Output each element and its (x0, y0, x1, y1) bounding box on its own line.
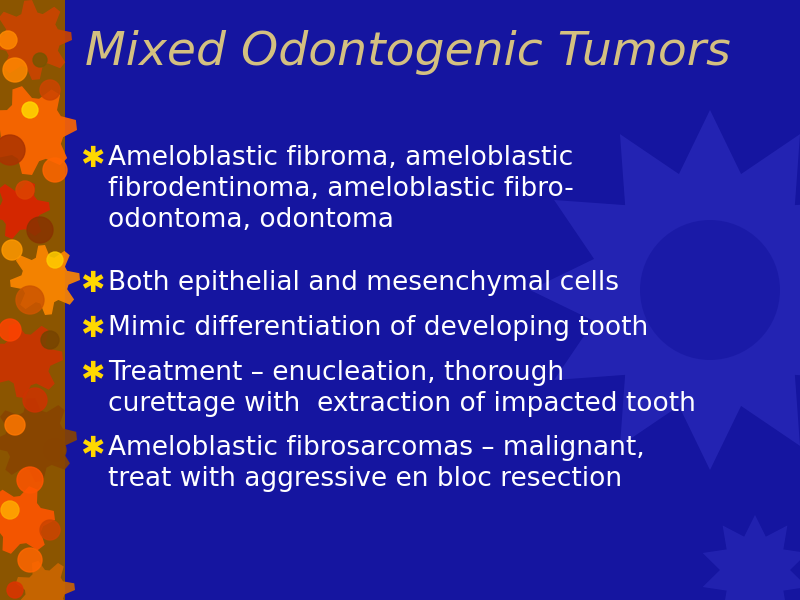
Polygon shape (16, 561, 75, 600)
Circle shape (40, 80, 60, 100)
Polygon shape (0, 486, 55, 554)
Circle shape (7, 582, 23, 598)
Text: Both epithelial and mesenchymal cells: Both epithelial and mesenchymal cells (108, 270, 619, 296)
Circle shape (0, 319, 21, 341)
Text: Treatment – enucleation, thorough
curettage with  extraction of impacted tooth: Treatment – enucleation, thorough curett… (108, 360, 696, 417)
Circle shape (16, 286, 44, 314)
Text: ✱: ✱ (80, 435, 104, 463)
Polygon shape (0, 323, 63, 398)
Text: Ameloblastic fibrosarcomas – malignant,
treat with aggressive en bloc resection: Ameloblastic fibrosarcomas – malignant, … (108, 435, 645, 492)
Polygon shape (0, 86, 77, 175)
Text: Ameloblastic fibroma, ameloblastic
fibrodentinoma, ameloblastic fibro-
odontoma,: Ameloblastic fibroma, ameloblastic fibro… (108, 145, 574, 233)
Polygon shape (0, 0, 72, 80)
Polygon shape (10, 245, 80, 315)
Circle shape (17, 467, 43, 493)
Circle shape (40, 520, 60, 540)
Circle shape (640, 220, 780, 360)
Circle shape (0, 31, 17, 49)
Circle shape (47, 252, 63, 268)
Circle shape (3, 58, 27, 82)
Text: ✱: ✱ (80, 360, 104, 388)
Circle shape (5, 415, 25, 435)
Circle shape (16, 181, 34, 199)
Text: ✱: ✱ (80, 145, 104, 173)
Circle shape (41, 331, 59, 349)
Circle shape (33, 53, 47, 67)
Circle shape (18, 548, 42, 572)
Text: ✱: ✱ (80, 315, 104, 343)
Text: ✱: ✱ (80, 270, 104, 298)
Circle shape (1, 501, 19, 519)
Text: Mixed Odontogenic Tumors: Mixed Odontogenic Tumors (85, 30, 730, 75)
Circle shape (0, 135, 25, 165)
Polygon shape (702, 515, 800, 600)
Polygon shape (0, 398, 77, 482)
Polygon shape (530, 110, 800, 470)
Circle shape (23, 388, 47, 412)
Circle shape (44, 439, 66, 461)
Circle shape (43, 158, 67, 182)
Circle shape (2, 240, 22, 260)
Circle shape (27, 217, 53, 243)
Circle shape (22, 102, 38, 118)
Polygon shape (0, 181, 50, 239)
Text: Mimic differentiation of developing tooth: Mimic differentiation of developing toot… (108, 315, 648, 341)
Bar (0, 0, 65, 600)
